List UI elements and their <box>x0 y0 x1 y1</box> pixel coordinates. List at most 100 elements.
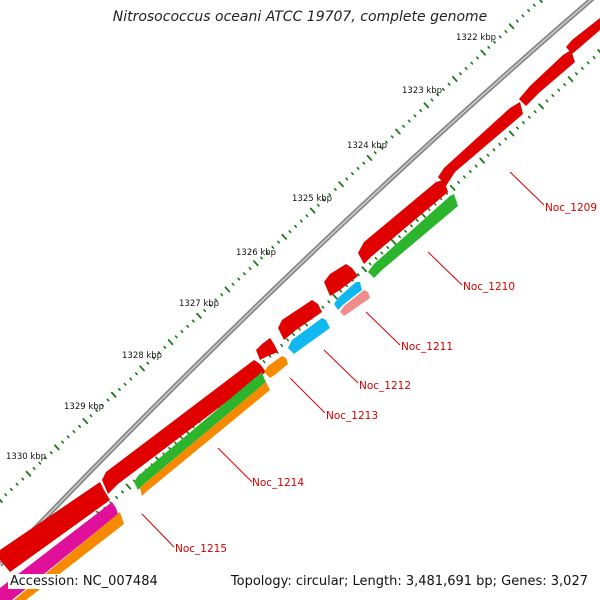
scale-tick <box>44 456 47 460</box>
scale-tick <box>457 180 460 184</box>
scale-tick <box>152 356 155 360</box>
scale-tick <box>538 103 544 110</box>
gene-label[interactable]: Noc_1215 <box>175 543 227 555</box>
cds-noc-1211-top[interactable] <box>358 180 448 264</box>
cds-noc-1214-top[interactable] <box>256 338 278 360</box>
scale-tick <box>9 487 13 491</box>
scale-tick <box>379 145 383 149</box>
scale-tick <box>521 121 525 125</box>
gene-label[interactable]: Noc_1211 <box>401 341 453 353</box>
inner-cds-track <box>0 194 458 600</box>
cds-noc-1210-top[interactable] <box>438 102 523 186</box>
scale-tick <box>208 303 212 307</box>
scale-tick <box>415 218 419 222</box>
cds-noc-1216[interactable] <box>0 482 110 572</box>
cds-cyan-noc-1212[interactable] <box>288 318 330 354</box>
scale-tick <box>163 345 167 349</box>
scale-tick <box>191 319 195 323</box>
cds-noc-1212-top[interactable] <box>324 264 358 296</box>
cds-green-noc-1210[interactable] <box>368 194 458 278</box>
scale-tick <box>574 72 578 76</box>
scale-tick <box>252 260 259 267</box>
scale-tick <box>492 148 496 152</box>
scale-tick <box>356 166 360 170</box>
scale-tick <box>327 300 331 304</box>
cds-noc-1209[interactable] <box>519 50 575 106</box>
cds-noc-1213-top[interactable] <box>278 300 322 340</box>
scale-tick <box>458 72 462 76</box>
scale-tick <box>447 82 451 86</box>
cds-cyan-noc-1211[interactable] <box>334 282 362 310</box>
scale-tick <box>123 382 127 386</box>
gene-labels: Noc_1209 Noc_1210 Noc_1211 Noc_1212 Noc_1213… <box>175 202 597 555</box>
scale-tick <box>557 88 561 92</box>
scale-tick <box>95 409 99 413</box>
scale-tick <box>404 229 407 233</box>
scale-tick <box>339 289 343 293</box>
cds-orange-noc-1214[interactable] <box>140 382 270 496</box>
scale-tick <box>385 140 388 144</box>
cds-green-noc-1214[interactable] <box>134 372 266 490</box>
scale-label: 1323 kbp <box>402 86 442 96</box>
scale-tick <box>368 262 372 266</box>
scale-tick <box>498 35 502 39</box>
scale-tick <box>532 3 536 7</box>
scale-tick <box>479 157 485 164</box>
scale-tick <box>100 403 104 407</box>
scale-tick <box>129 377 133 381</box>
scale-tick <box>551 93 555 97</box>
scale-tick <box>533 110 537 114</box>
scale-tick <box>125 483 132 490</box>
cds-orange-noc-1213[interactable] <box>264 356 288 378</box>
scale-tick <box>271 245 275 249</box>
scale-tick <box>504 30 508 34</box>
scale-tick <box>15 482 19 486</box>
scale-tick <box>66 435 70 439</box>
gene-label[interactable]: Noc_1214 <box>252 477 304 489</box>
scale-tick <box>527 9 531 13</box>
scale-tick <box>374 256 378 260</box>
scale-tick <box>292 332 295 336</box>
cds-noc-1215-top[interactable] <box>102 360 266 494</box>
scale-tick <box>168 446 172 451</box>
scale-tick <box>527 115 531 119</box>
scale-tick <box>433 202 437 206</box>
scale-tick <box>508 23 515 30</box>
scale-tick <box>362 161 366 165</box>
scale-tick <box>430 98 434 102</box>
cds-pink-noc-1211[interactable] <box>340 290 370 316</box>
scale-tick <box>180 330 184 334</box>
gene-label[interactable]: Noc_1209 <box>545 202 597 214</box>
scale-tick <box>409 224 413 228</box>
scale-tick <box>356 273 360 277</box>
scale-tick <box>361 266 368 273</box>
cds-noc-1208[interactable] <box>566 18 600 54</box>
scale-tick <box>586 61 590 65</box>
scale-tick <box>25 470 32 477</box>
scale-tick <box>115 495 119 499</box>
scale-tick <box>350 172 354 176</box>
scale-tick <box>203 309 207 313</box>
scale-tick <box>82 418 89 425</box>
scale-tick <box>567 76 574 83</box>
gene-label[interactable]: Noc_1212 <box>359 380 411 392</box>
scale-tick <box>297 327 301 331</box>
scale-tick <box>464 66 468 70</box>
scale-tick <box>487 45 491 49</box>
scale-tick <box>139 365 145 372</box>
scale-tick <box>72 430 76 434</box>
scale-tick <box>4 493 8 497</box>
scale-tick <box>214 298 218 302</box>
scale-tick <box>186 324 190 328</box>
scale-tick <box>220 293 224 297</box>
scale-tick <box>38 461 42 465</box>
scale-tick <box>419 109 423 113</box>
scale-tick <box>373 151 377 155</box>
gene-label[interactable]: Noc_1210 <box>463 281 515 293</box>
gene-callouts <box>141 171 545 548</box>
scale-tick <box>436 93 440 97</box>
gene-label[interactable]: Noc_1213 <box>326 410 378 422</box>
scale-tick <box>504 137 508 141</box>
